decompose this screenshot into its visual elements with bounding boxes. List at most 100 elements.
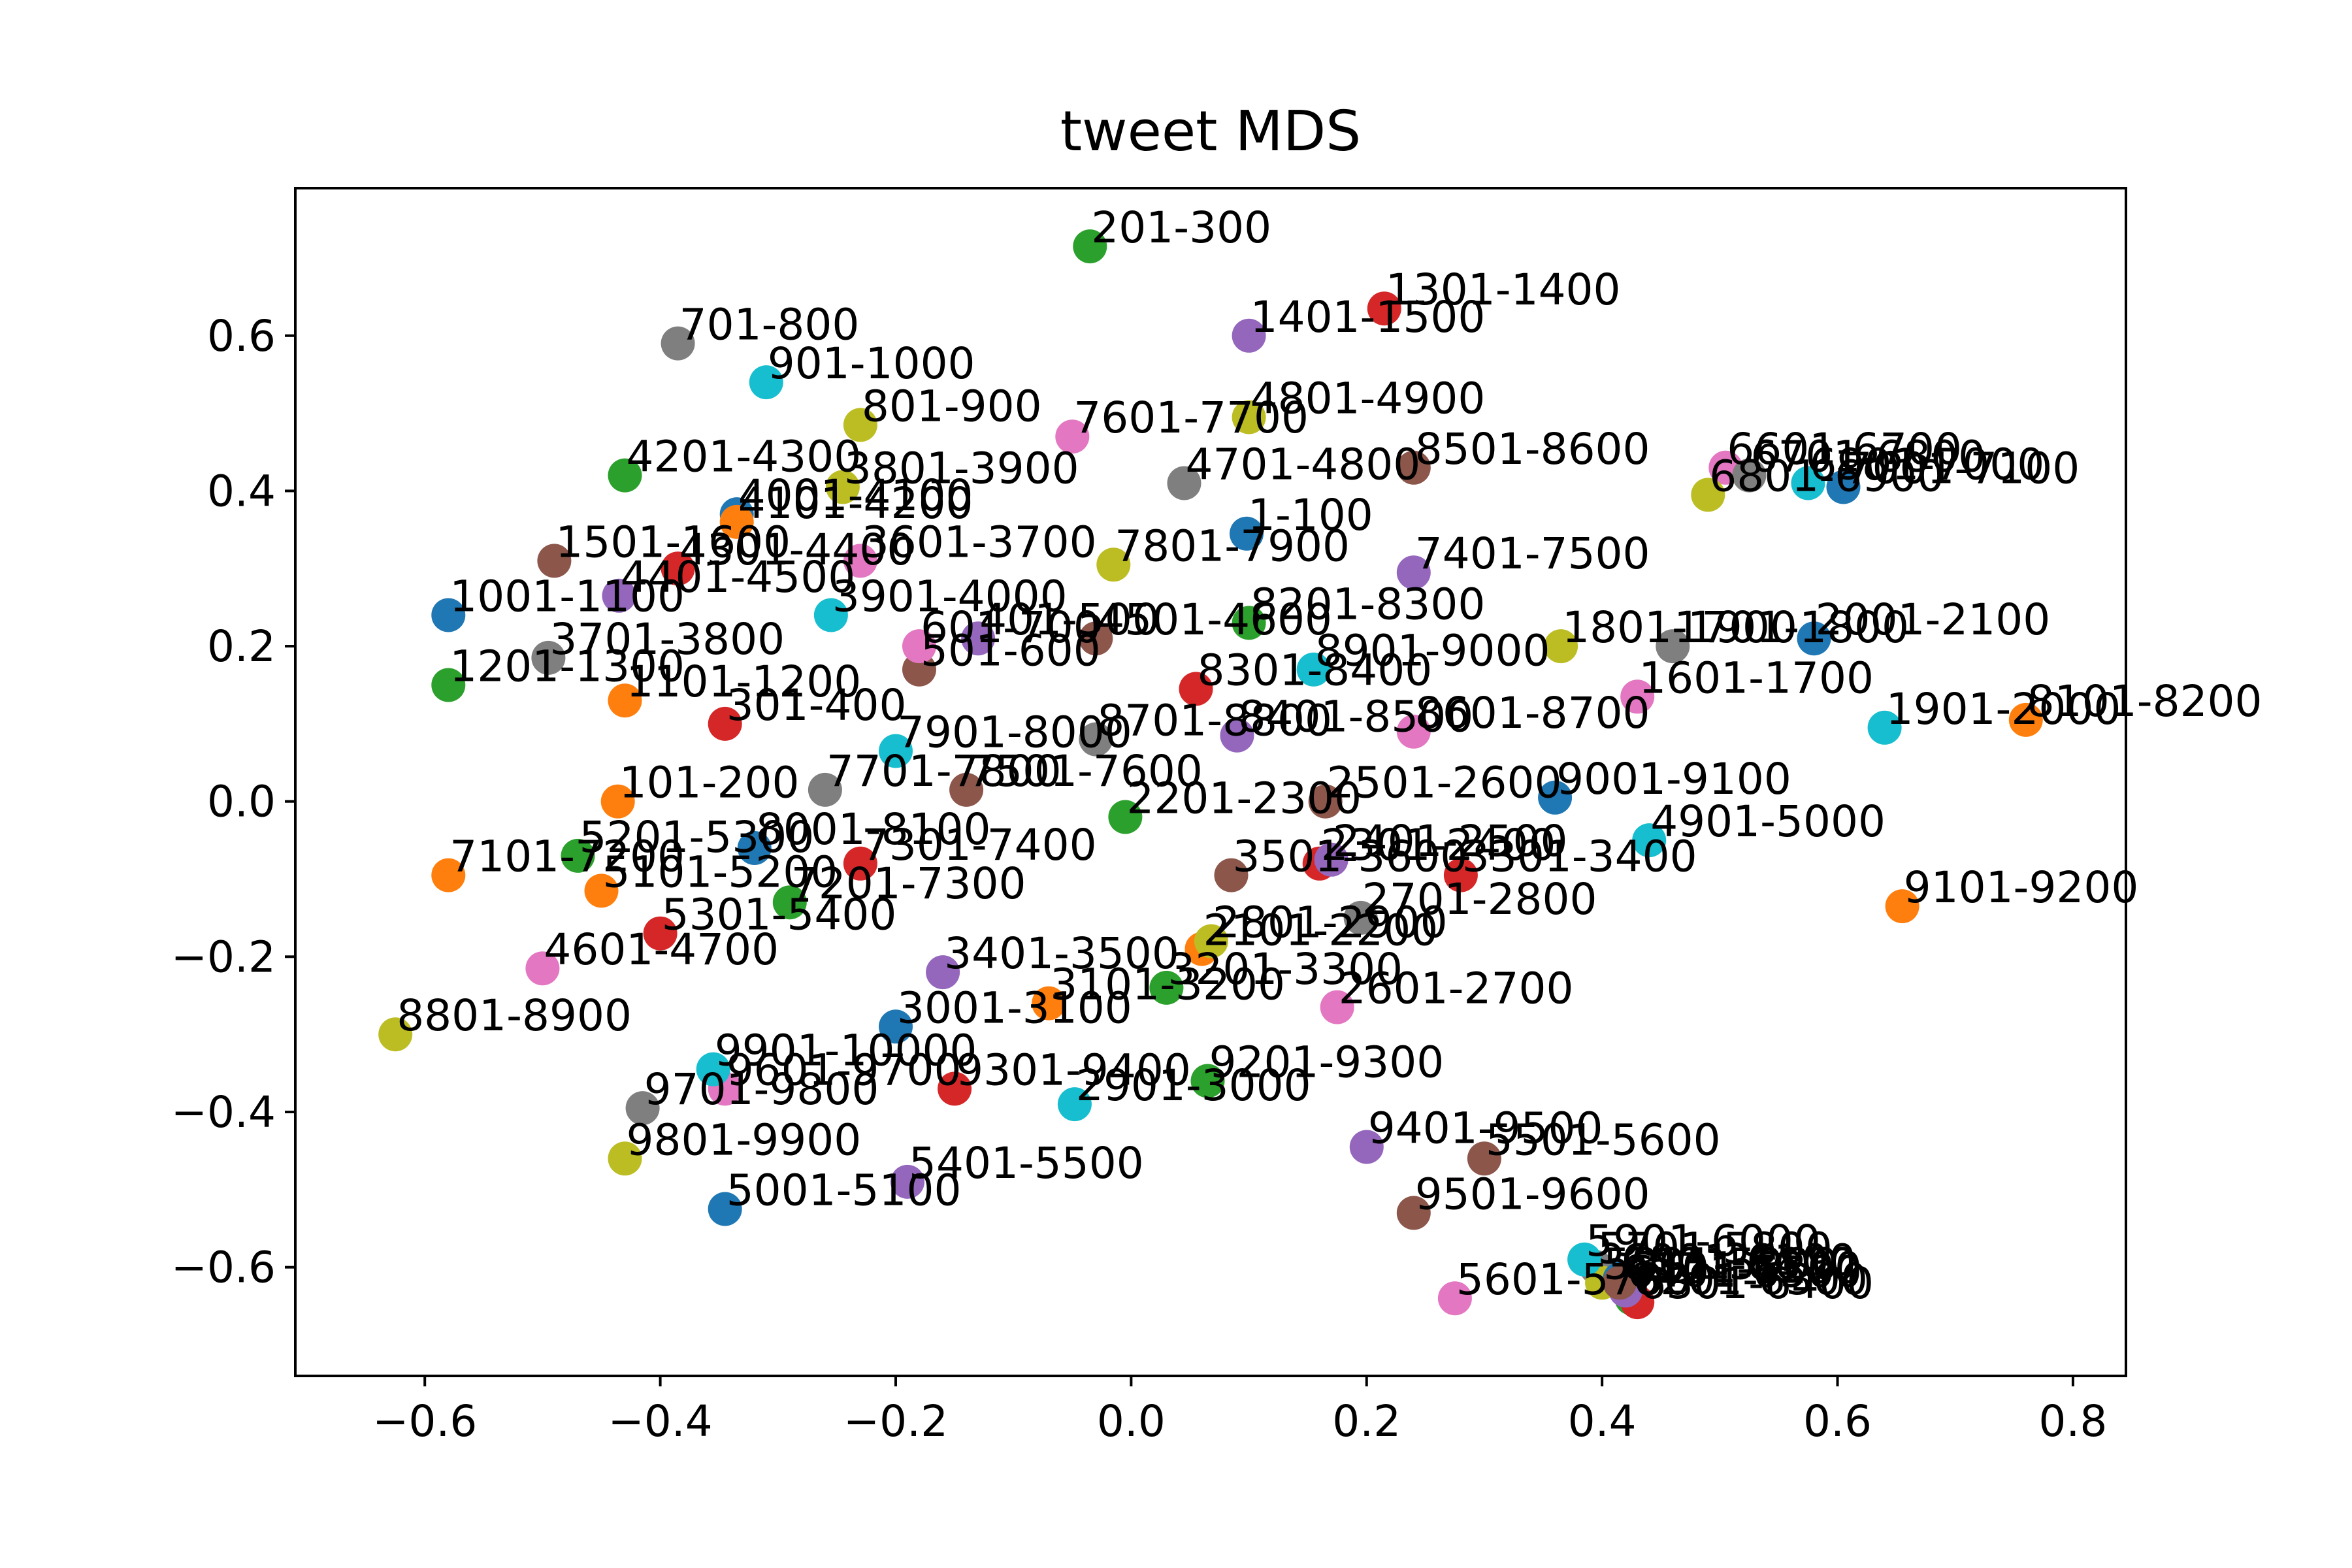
point-label-5601-5700: 5601-5700 xyxy=(1456,1254,1691,1305)
data-point-7701-7800 xyxy=(808,772,842,807)
y-tick-label: −0.6 xyxy=(171,1243,276,1293)
point-label-9801-9900: 9801-9900 xyxy=(627,1115,862,1165)
point-label-3001-3100: 3001-3100 xyxy=(897,983,1132,1033)
point-label-2101-2200: 2101-2200 xyxy=(1203,906,1439,956)
x-tick-label: 0.8 xyxy=(2038,1396,2107,1446)
point-label-201-300: 201-300 xyxy=(1091,203,1271,253)
data-point-5501-5600 xyxy=(1467,1141,1501,1176)
point-label-501-600: 501-600 xyxy=(921,626,1101,676)
point-label-6201-6300: 6201-6300 xyxy=(1633,1254,1868,1305)
point-label-4701-4800: 4701-4800 xyxy=(1186,440,1421,490)
data-point-1201-1300 xyxy=(431,668,466,702)
point-label-5101-5200: 5101-5200 xyxy=(603,847,838,897)
point-label-4501-4600: 4501-4600 xyxy=(1097,595,1332,645)
data-point-7901-8000 xyxy=(879,734,913,768)
point-label-8001-8100: 8001-8100 xyxy=(756,804,991,855)
point-label-4001-4100: 4001-4100 xyxy=(738,470,973,521)
data-point-8301-8400 xyxy=(1179,672,1213,706)
data-point-3301-3400 xyxy=(1443,858,1478,892)
point-label-6101-6200: 6101-6200 xyxy=(1627,1243,1862,1293)
point-label-1001-1100: 1001-1100 xyxy=(449,572,685,622)
data-point-8201-8300 xyxy=(1232,606,1266,640)
point-label-7501-7600: 7501-7600 xyxy=(968,746,1203,796)
x-tick-label: 0.6 xyxy=(1803,1396,1872,1446)
point-label-9001-9100: 9001-9100 xyxy=(1556,754,1791,804)
data-point-9401-9500 xyxy=(1349,1130,1384,1164)
data-point-9101-9200 xyxy=(1885,889,1919,924)
point-label-901-1000: 901-1000 xyxy=(768,338,975,389)
y-tick-label: −0.2 xyxy=(171,932,276,982)
data-point-5301-5400 xyxy=(643,916,678,951)
data-point-4801-4900 xyxy=(1232,400,1266,434)
point-label-7201-7300: 7201-7300 xyxy=(791,858,1026,909)
data-point-7301-7400 xyxy=(843,846,877,881)
point-label-101-200: 101-200 xyxy=(619,758,800,808)
point-label-8601-8700: 8601-8700 xyxy=(1415,688,1650,738)
y-tick-label: 0.0 xyxy=(207,777,276,827)
data-point-9801-9900 xyxy=(608,1141,642,1176)
data-point-2701-2800 xyxy=(1343,900,1378,935)
data-point-7401-7500 xyxy=(1396,555,1431,590)
point-label-7601-7700: 7601-7700 xyxy=(1073,393,1309,443)
data-point-7801-7900 xyxy=(1096,547,1131,582)
y-axis: −0.6 −0.4 −0.2 0.0 0.2 0.4 0.6 xyxy=(171,311,295,1293)
data-point-8001-8100 xyxy=(737,831,772,865)
point-label-6801-6900: 6801-6900 xyxy=(1709,451,1944,501)
data-point-3501-3600 xyxy=(1214,858,1249,892)
data-point-labels: 1-100 101-200 201-300 301-400 401-500501-600… xyxy=(397,203,2262,1309)
data-point-6701-6800 xyxy=(1732,458,1767,493)
point-label-1601-1700: 1601-1700 xyxy=(1639,653,1874,703)
point-label-2701-2800: 2701-2800 xyxy=(1362,874,1597,924)
data-point-801-900 xyxy=(843,408,877,442)
data-point-7601-7700 xyxy=(1055,419,1090,454)
point-label-9401-9500: 9401-9500 xyxy=(1368,1103,1603,1154)
point-label-8401-8500: 8401-8500 xyxy=(1239,692,1474,742)
point-label-1801-1900: 1801-1900 xyxy=(1562,602,1797,653)
y-tick-label: −0.4 xyxy=(171,1087,276,1137)
data-point-701-800 xyxy=(661,326,695,361)
y-tick-label: 0.2 xyxy=(207,621,276,672)
data-points xyxy=(378,229,2043,1320)
data-point-4401-4500 xyxy=(602,578,636,613)
data-point-2201-2300 xyxy=(1108,800,1143,834)
point-label-3501-3600: 3501-3600 xyxy=(1233,832,1468,882)
data-point-3201-3300 xyxy=(1149,970,1184,1005)
point-label-1701-1800: 1701-1800 xyxy=(1674,602,1909,653)
x-tick-label: −0.2 xyxy=(843,1396,948,1446)
data-point-5901-6000 xyxy=(1567,1242,1602,1277)
data-point-2801-2900 xyxy=(1194,924,1228,958)
data-point-3701-3800 xyxy=(531,640,566,675)
data-point-6801-6900 xyxy=(1691,478,1725,512)
data-point-901-1000 xyxy=(749,365,783,400)
point-label-4901-5000: 4901-5000 xyxy=(1650,796,1886,847)
point-label-6301-6400: 6301-6400 xyxy=(1639,1258,1874,1309)
point-label-5801-5900: 5801-5900 xyxy=(1603,1239,1838,1289)
point-label-5501-5600: 5501-5600 xyxy=(1486,1115,1721,1165)
point-label-7301-7400: 7301-7400 xyxy=(862,820,1097,870)
point-label-1-100: 1-100 xyxy=(1248,490,1373,540)
point-label-801-900: 801-900 xyxy=(862,381,1042,431)
point-label-1901-2000: 1901-2000 xyxy=(1886,684,2121,734)
point-label-4801-4900: 4801-4900 xyxy=(1250,374,1486,424)
point-label-2601-2700: 2601-2700 xyxy=(1339,964,1574,1014)
data-point-8801-8900 xyxy=(378,1017,413,1052)
point-label-2401-2500: 2401-2500 xyxy=(1333,816,1568,866)
point-label-1501-1600: 1501-1600 xyxy=(555,517,791,567)
point-label-2301-2400: 2301-2400 xyxy=(1321,820,1556,870)
data-point-3401-3500 xyxy=(926,955,960,990)
data-point-2601-2700 xyxy=(1320,990,1354,1024)
data-point-1801-1900 xyxy=(1544,629,1578,664)
point-label-5701-5800: 5701-5800 xyxy=(1597,1224,1833,1274)
data-point-9301-9400 xyxy=(938,1071,972,1106)
point-label-2501-2600: 2501-2600 xyxy=(1327,758,1562,808)
data-point-301-400 xyxy=(708,706,742,741)
data-point-2001-2100 xyxy=(1797,621,1831,656)
point-label-5201-5300: 5201-5300 xyxy=(580,812,815,862)
data-point-3001-3100 xyxy=(879,1009,913,1044)
data-point-9901-10000 xyxy=(696,1052,730,1086)
data-point-401-500 xyxy=(961,621,996,656)
point-label-8901-9000: 8901-9000 xyxy=(1315,626,1550,676)
data-point-7501-7600 xyxy=(949,772,984,807)
data-point-4701-4800 xyxy=(1167,466,1201,500)
